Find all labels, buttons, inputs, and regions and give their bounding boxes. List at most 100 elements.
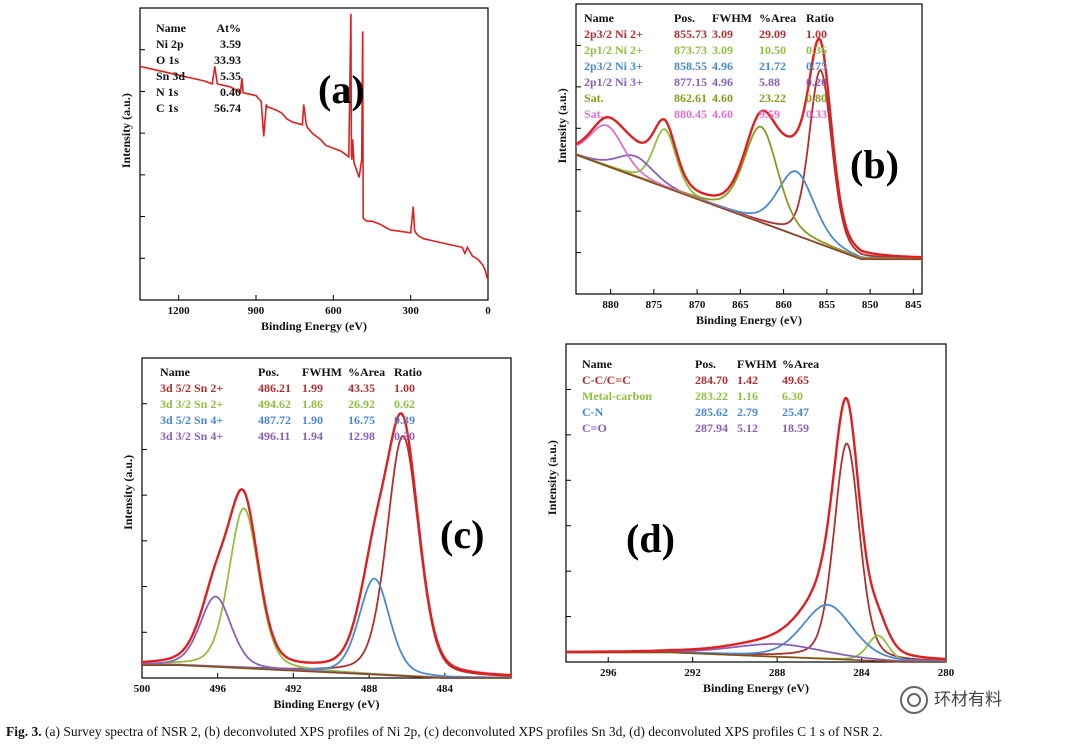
table-header: Pos. [674,11,695,25]
table-cell: C-N [582,405,604,419]
table-cell: 0.20 [806,75,827,89]
table-header: %Area [759,11,796,25]
table-cell: 3.09 [712,43,733,57]
table-cell: 287.94 [695,421,728,435]
table-cell: 12.98 [348,429,375,443]
table-cell: 862.61 [674,91,707,105]
table-cell: 496.11 [258,429,290,443]
watermark: 环材有料 [900,685,1002,714]
x-tick-label: 0 [485,305,491,317]
survey-spectrum-line [139,13,489,280]
table-cell: O 1s [156,53,179,67]
table-cell: 284.70 [695,373,728,387]
table-cell: 16.75 [348,413,375,427]
table-cell: 2p3/2 Ni 2+ [584,27,643,41]
table-cell: 494.62 [258,397,291,411]
x-tick-label: 880 [602,299,619,311]
x-tick-label: 288 [769,667,786,679]
envelope-line [575,37,922,259]
table-cell: C-C/C=C [582,373,631,387]
table-cell: Sat. [584,91,604,105]
table-cell: 0.36 [806,43,827,57]
table-cell: 0.62 [394,397,415,411]
table-header: %Area [782,357,819,371]
table-cell: 1.94 [302,429,323,443]
table-cell: 487.72 [258,413,291,427]
table-header: Ratio [806,11,834,25]
table-header: %Area [348,365,385,379]
table-header: At% [216,21,241,35]
table-cell: 880.45 [674,107,707,121]
x-tick-label: 500 [134,683,151,695]
x-tick-label: 870 [689,299,706,311]
x-tick-label: 855 [819,299,836,311]
table-cell: 2p1/2 Ni 3+ [584,75,643,89]
panel-d: 296 292 288 284 280 Binding Energy (eV) Intens… [545,343,955,695]
caption-text: (a) Survey spectra of NSR 2, (b) deconvo… [45,724,883,739]
background-line [142,664,511,679]
x-axis-title: Binding Energy (eV) [696,313,802,327]
x-tick-label: 280 [938,667,955,679]
x-tick-label: 875 [646,299,663,311]
table-cell: 6.30 [782,389,803,403]
panel-a: 1200 900 600 300 0 Binding Energy (eV) Intensi… [119,7,491,333]
table-cell: 21.72 [759,59,786,73]
table-cell: Sn 3d [156,69,185,83]
table-cell: 5.12 [737,421,758,435]
table-cell: 4.60 [712,107,733,121]
table-cell: 43.35 [348,381,375,395]
plot-frame-a [139,7,489,301]
x-tick-label: 900 [248,305,265,317]
envelope-line [566,396,947,661]
table-cell: 1.86 [302,397,323,411]
panel-label-d: (d) [626,516,675,561]
table-cell: 4.60 [712,91,733,105]
table-cell: 25.47 [782,405,809,419]
table-cell: 4.96 [712,75,733,89]
panel-b: 880 875 870 865 860 855 850 845 Binding Energy (… [555,3,923,327]
table-cell: C=O [582,421,607,435]
table-cell: 56.74 [214,101,241,115]
panel-c: 500 496 492 488 484 Binding Energy (eV) Intens… [121,357,512,711]
x-tick-label: 492 [285,683,302,695]
table-cell: 10.50 [759,43,786,57]
table-cell: 858.55 [674,59,707,73]
table-cell: 33.93 [214,53,241,67]
y-axis-title: Intensity (a.u.) [121,455,135,530]
table-cell: 1.42 [737,373,758,387]
x-tick-label: 300 [402,305,419,317]
figure-caption: Fig. 3. (a) Survey spectra of NSR 2, (b)… [6,724,1076,740]
table-cell: 0.33 [806,107,827,121]
table-header: FWHM [737,357,777,371]
table-cell: 23.22 [759,91,786,105]
legend-table-c: Name Pos. FWHM %Area Ratio 3d 5/2 Sn 2+ 486.21… [160,365,422,443]
x-tick-label: 1200 [168,305,191,317]
legend-table-a: Name At% Ni 2p 3.59 O 1s 33.93 Sn 3d 5.35 N 1s 0.… [156,21,241,115]
table-header: Pos. [695,357,716,371]
table-cell: 1.00 [806,27,827,41]
table-cell: 4.96 [712,59,733,73]
envelope-line [142,412,512,677]
table-header: FWHM [712,11,752,25]
table-cell: 49.65 [782,373,809,387]
table-cell: 3d 5/2 Sn 2+ [160,381,223,395]
table-cell: 855.73 [674,27,707,41]
table-cell: C 1s [156,101,179,115]
table-cell: 0.30 [394,429,415,443]
y-axis-title: Intensity (a.u.) [545,440,559,515]
x-tick-label: 496 [209,683,226,695]
table-cell: 2.79 [737,405,758,419]
x-axis-title: Binding Energy (eV) [703,681,809,695]
x-tick-label: 845 [905,299,922,311]
table-cell: 3.59 [220,37,241,51]
table-cell: 0.40 [220,85,241,99]
plot-frame-d [565,343,947,663]
table-header: Ratio [394,365,422,379]
table-cell: Metal-carbon [582,389,652,403]
panel-label-a: (a) [318,67,365,112]
table-cell: 0.39 [394,413,415,427]
table-cell: 3d 3/2 Sn 2+ [160,397,223,411]
table-cell: Ni 2p [156,37,184,51]
background-line [575,154,922,260]
